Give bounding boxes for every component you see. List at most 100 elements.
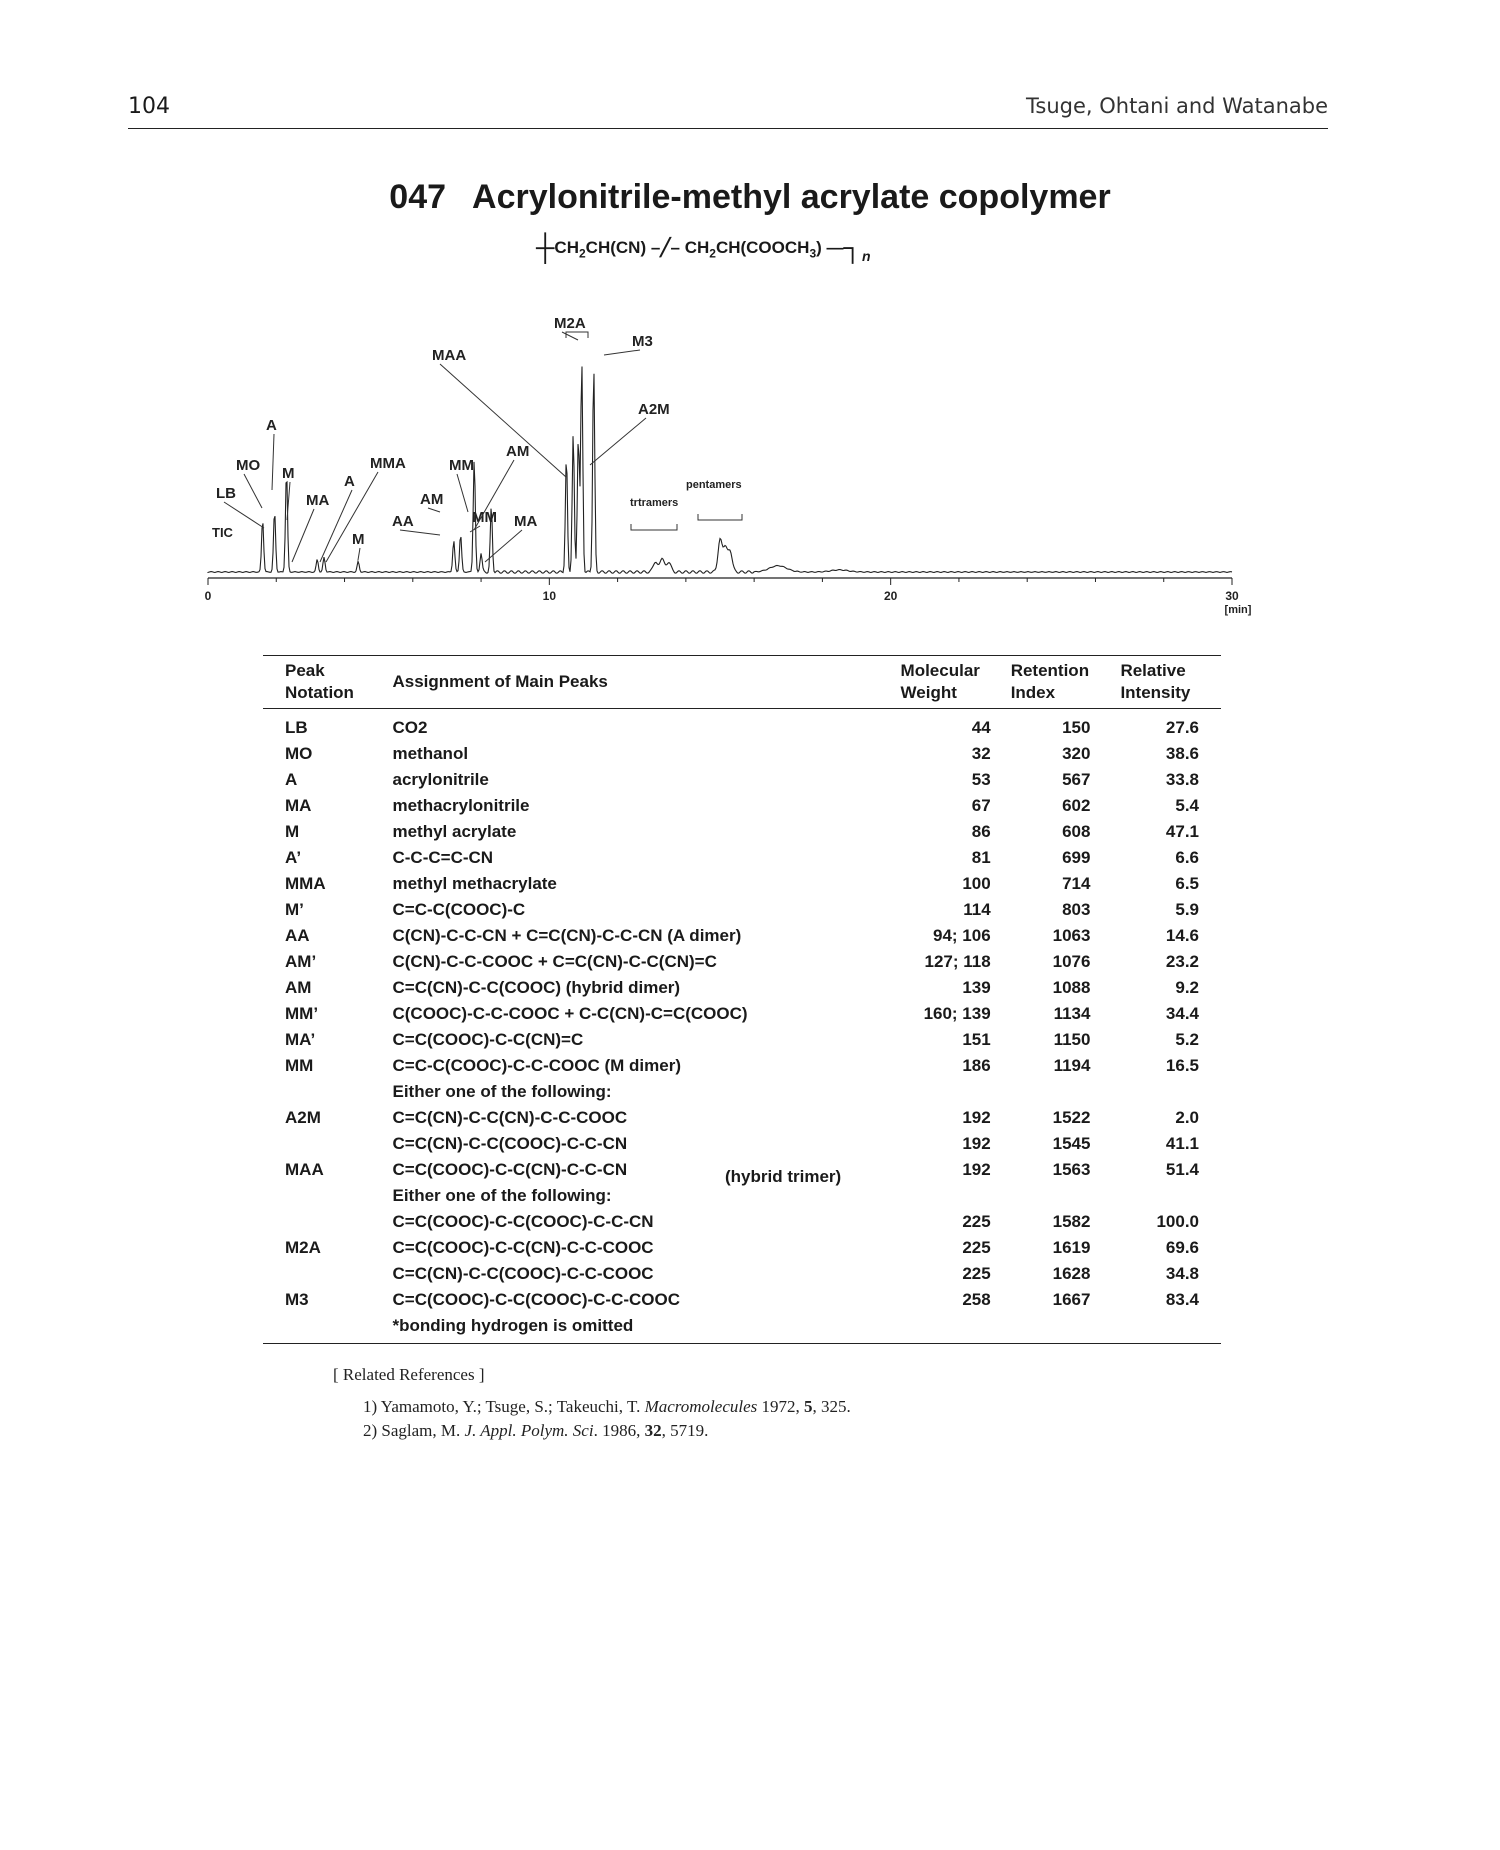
- table-row: M’ C=C-C(COOC)-C 114 803 5.9: [263, 897, 1221, 923]
- peak-label: trtramers: [630, 497, 678, 509]
- retention-index: 1134: [1053, 1004, 1091, 1023]
- relative-intensity: 38.6: [1165, 744, 1199, 763]
- table-row: Either one of the following:: [263, 1079, 1221, 1105]
- peak-label: M: [282, 465, 295, 482]
- header-molecular-weight: Molecular Weight: [894, 655, 997, 709]
- retention-index: 699: [1062, 848, 1091, 867]
- chromatogram: 0 10 20 30[min] TICLBMOAMMAAMMAMAAAMMMMMAMM…: [205, 315, 1252, 616]
- page-title: 047 Acrylonitrile-methyl acrylate copolym…: [0, 178, 1500, 217]
- peak-notation: M’: [285, 900, 304, 919]
- peak-notation: A2M: [285, 1108, 321, 1127]
- peak-leader-lines: [223, 331, 743, 563]
- x-tick-label: 20: [884, 589, 898, 603]
- table-row: AA C(CN)-C-C-CN + C=C(CN)-C-C-CN (A dimer…: [263, 923, 1221, 949]
- retention-index: 1628: [1052, 1264, 1091, 1283]
- peak-assignment: C=C(COOC)-C-C(CN)-C-C-CN: [392, 1160, 628, 1179]
- relative-intensity: 5.9: [1175, 900, 1199, 919]
- peak-assignment: C=C(CN)-C-C(COOC)-C-C-CN: [392, 1134, 628, 1153]
- table-row: A’ C-C-C=C-CN 81 699 6.6: [263, 845, 1221, 871]
- peak-notation: AA: [285, 926, 310, 945]
- peak-label: MMA: [370, 455, 406, 472]
- molecular-weight: 114: [963, 900, 991, 919]
- relative-intensity: 23.2: [1165, 952, 1199, 971]
- molecular-weight: 100: [962, 874, 991, 893]
- peak-assignment: C=C(COOC)-C-C(COOC)-C-C-COOC: [392, 1290, 681, 1309]
- peak-labels: TICLBMOAMMAAMMAMAAAMMMMMAMMAMAAM2AM3A2Mt…: [212, 315, 742, 548]
- molecular-weight: 192: [962, 1134, 991, 1153]
- header-assignment: Assignment of Main Peaks: [386, 655, 895, 709]
- peak-notation: MA: [285, 796, 312, 815]
- peak-assignment: C-C-C=C-CN: [392, 848, 494, 867]
- peak-notation: [263, 1131, 386, 1157]
- retention-index: 150: [1062, 718, 1091, 737]
- peak-assignment: Either one of the following:: [392, 1186, 612, 1205]
- retention-index: 1545: [1052, 1134, 1091, 1153]
- retention-index: 1150: [1053, 1030, 1091, 1049]
- peak-notation: LB: [285, 718, 308, 737]
- header-notation: Peak Notation: [263, 655, 387, 709]
- molecular-weight: 225: [962, 1212, 991, 1231]
- reference-pages: , 5719.: [661, 1421, 709, 1440]
- relative-intensity: 27.6: [1165, 718, 1199, 737]
- related-references: [ Related References ] 1) Yamamoto, Y.; …: [333, 1365, 851, 1443]
- relative-intensity: 83.4: [1165, 1290, 1199, 1309]
- leader-line: [319, 489, 353, 563]
- relative-intensity: [1114, 1313, 1221, 1344]
- table-row: MO methanol 32 320 38.6: [263, 741, 1221, 767]
- relative-intensity: 34.4: [1165, 1004, 1199, 1023]
- molecular-weight: [894, 1313, 997, 1344]
- tic-trace-line: [207, 366, 1233, 574]
- peak-notation: A’: [285, 848, 302, 867]
- molecular-weight: 225: [962, 1238, 991, 1257]
- reference-prefix: 1) Yamamoto, Y.; Tsuge, S.; Takeuchi, T.: [363, 1397, 645, 1416]
- peak-assignment: C=C-C(COOC)-C-C-COOC (M dimer): [392, 1056, 681, 1075]
- table-row: MAA C=C(COOC)-C-C(CN)-C-C-CN 192 1563 51.4: [263, 1157, 1221, 1183]
- retention-index: [997, 1183, 1115, 1209]
- reference-journal: Macromolecules: [644, 1397, 758, 1416]
- leader-line: [286, 481, 291, 521]
- molecular-weight: 160; 139: [923, 1004, 991, 1023]
- peak-label: MA: [306, 492, 329, 509]
- retention-index: 1582: [1052, 1212, 1091, 1231]
- peak-assignment: C(COOC)-C-C-COOC + C-C(CN)-C=C(COOC): [392, 1004, 748, 1023]
- molecular-weight: 258: [962, 1290, 991, 1309]
- peak-label: LB: [216, 485, 236, 502]
- molecular-weight: 44: [971, 718, 991, 737]
- peak-assignment: C=C(CN)-C-C(COOC)-C-C-COOC: [392, 1264, 654, 1283]
- peak-label: AM: [506, 443, 529, 460]
- references-heading: [ Related References ]: [333, 1365, 485, 1384]
- molecular-weight: 32: [971, 744, 991, 763]
- table-row: LB CO2 44 150 27.6: [263, 709, 1221, 742]
- leader-line: [325, 471, 379, 563]
- table-row: M3 C=C(COOC)-C-C(COOC)-C-C-COOC 258 1667 83.…: [263, 1287, 1221, 1313]
- peak-label: MAA: [432, 347, 466, 364]
- peak-notation: MO: [285, 744, 313, 763]
- leader-line: [439, 363, 567, 478]
- tetramer-bracket: [630, 524, 678, 531]
- reference-pages: , 325.: [812, 1397, 851, 1416]
- retention-index: 1522: [1052, 1108, 1091, 1127]
- peak-label: MA: [514, 513, 537, 530]
- relative-intensity: 51.4: [1165, 1160, 1199, 1179]
- running-header: 104 Tsuge, Ohtani and Watanabe: [128, 94, 1328, 129]
- peak-notation: MM: [285, 1056, 314, 1075]
- relative-intensity: 5.2: [1175, 1030, 1199, 1049]
- peak-assignment: methacrylonitrile: [392, 796, 530, 815]
- peak-notation: MA’: [285, 1030, 316, 1049]
- retention-index: 1563: [1052, 1160, 1091, 1179]
- peak-notation: [263, 1183, 386, 1209]
- peak-label: pentamers: [686, 479, 742, 491]
- molecular-weight: 139: [962, 978, 991, 997]
- molecular-weight: 86: [971, 822, 991, 841]
- peak-label: AA: [392, 513, 414, 530]
- table-row: C=C(COOC)-C-C(COOC)-C-C-CN 225 1582 100.0: [263, 1209, 1221, 1235]
- leader-line: [484, 529, 523, 563]
- molecular-weight: 94; 106: [933, 926, 991, 945]
- peak-label: A: [266, 417, 277, 434]
- header-relative-intensity: Relative Intensity: [1114, 655, 1221, 709]
- peak-assignment: C=C(COOC)-C-C(CN)-C-C-COOC: [392, 1238, 654, 1257]
- retention-index: 1063: [1052, 926, 1091, 945]
- table-row: MA’ C=C(COOC)-C-C(CN)=C 151 1150 5.2: [263, 1027, 1221, 1053]
